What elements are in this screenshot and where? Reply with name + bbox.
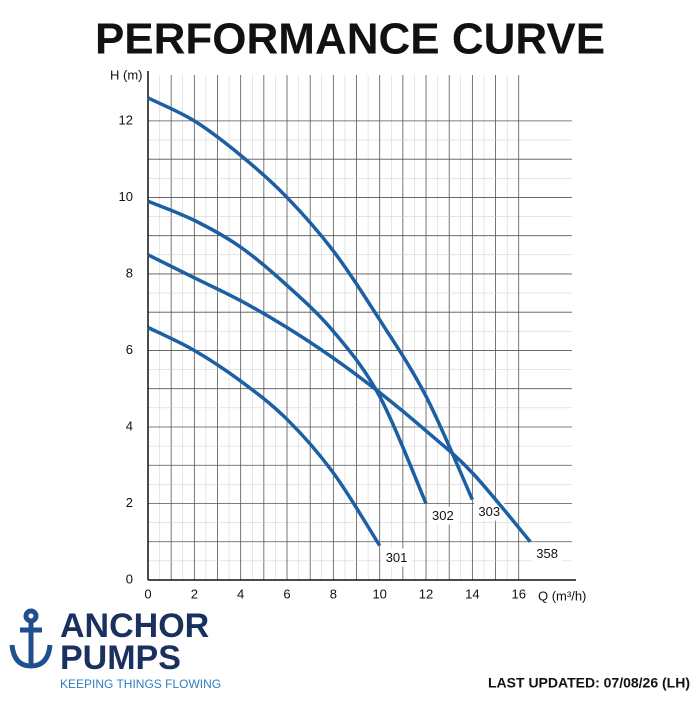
x-tick-label: 16 [511,586,525,601]
logo: ANCHOR PUMPS KEEPING THINGS FLOWING [9,607,221,691]
x-tick-label: 8 [330,586,337,601]
y-tick-label: 6 [126,342,133,357]
x-tick-label: 4 [237,586,244,601]
chart-title: PERFORMANCE CURVE [95,15,605,64]
label-bg [532,544,563,563]
x-tick-label: 10 [372,586,386,601]
curve [147,253,532,543]
curve-label: 303 [478,504,500,519]
logo-tagline: KEEPING THINGS FLOWING [60,677,221,691]
curve-label: 301 [386,550,408,565]
curve [147,325,382,547]
y-tick-label: 0 [126,571,133,586]
plot: 0 2 4 6 8 10 12 14 16 0 2 4 6 8 10 12 301 302 303 358 [119,71,576,601]
y-tick-label: 2 [126,495,133,510]
x-tick-label: 2 [191,586,198,601]
x-axis-label: Q (m³/h) [538,588,586,603]
label-bg [381,548,412,567]
y-tick-label: 8 [126,265,133,280]
label-bg [428,506,459,525]
curve [147,96,474,501]
label-bg [474,502,505,521]
y-axis-label: H (m) [110,67,143,82]
x-tick-label: 6 [283,586,290,601]
curve [147,199,428,505]
x-tick-label: 12 [419,586,433,601]
curve-label: 302 [432,508,454,523]
curve-label: 358 [536,546,558,561]
x-tick-label: 14 [465,586,479,601]
logo-line1: ANCHOR [60,607,209,645]
y-tick-label: 4 [126,418,133,433]
x-tick-label: 0 [144,586,151,601]
anchor-icon [9,608,53,669]
y-tick-label: 12 [119,112,133,127]
y-tick-label: 10 [119,189,133,204]
logo-line2: PUMPS [60,639,181,677]
footer: LAST UPDATED: 07/08/26 (LH) [488,675,690,691]
